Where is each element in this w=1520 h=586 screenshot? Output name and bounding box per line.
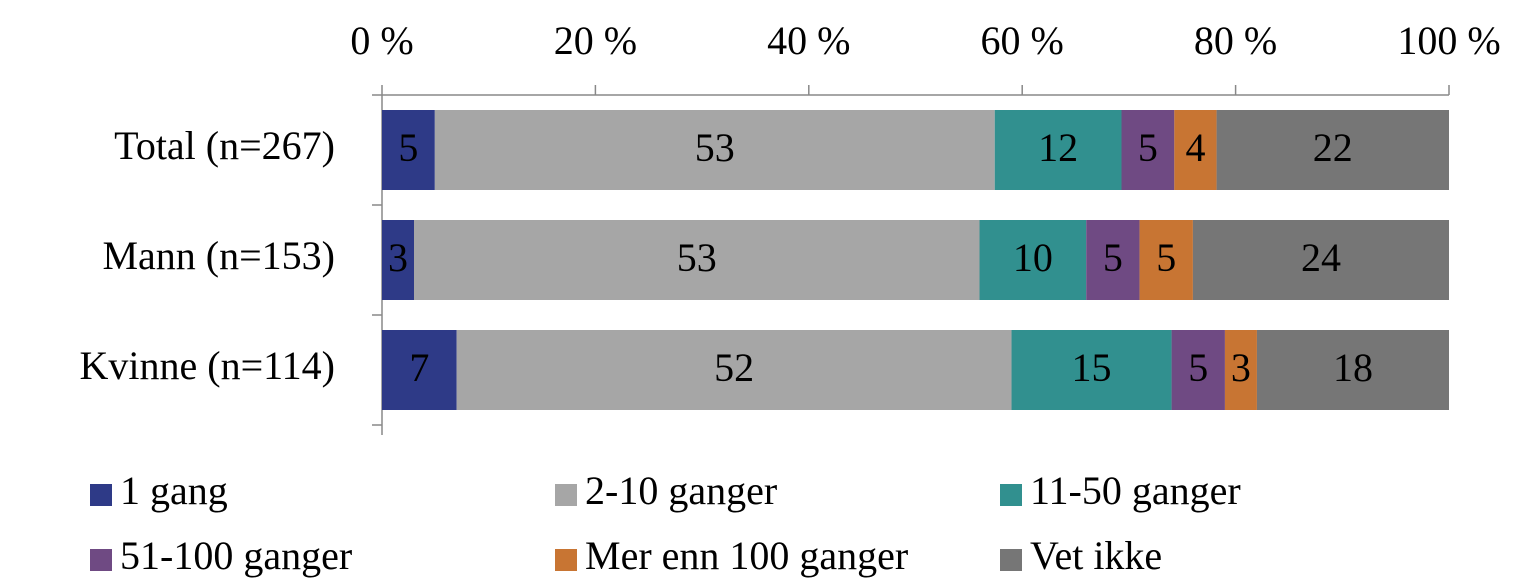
bar-segment — [1171, 330, 1225, 410]
bar-segment — [382, 110, 435, 190]
data-label: 3 — [388, 235, 408, 280]
data-label: 5 — [1156, 235, 1176, 280]
bar-segment — [1224, 330, 1257, 410]
bar-segment — [1139, 220, 1193, 300]
data-label: 7 — [409, 345, 429, 390]
bar-segment — [434, 110, 995, 190]
data-label: 5 — [1188, 345, 1208, 390]
bar-segment — [382, 220, 415, 300]
bar-segment — [1256, 330, 1449, 410]
bar-segment — [979, 220, 1087, 300]
bar-segment — [1174, 110, 1217, 190]
data-label: 52 — [714, 345, 754, 390]
y-tick-label: Total (n=267) — [114, 123, 335, 168]
legend-swatch — [555, 549, 577, 571]
data-label: 53 — [677, 235, 717, 280]
x-tick-label: 60 % — [981, 18, 1064, 63]
legend-label: 51-100 ganger — [120, 533, 352, 578]
legend-label: 11-50 ganger — [1030, 468, 1241, 513]
y-tick-label: Kvinne (n=114) — [80, 343, 335, 388]
data-label: 12 — [1038, 125, 1078, 170]
legend-label: 2-10 ganger — [585, 468, 777, 513]
data-label: 15 — [1072, 345, 1112, 390]
x-tick-label: 0 % — [350, 18, 413, 63]
x-tick-label: 20 % — [554, 18, 637, 63]
x-tick-label: 80 % — [1194, 18, 1277, 63]
data-label: 5 — [398, 125, 418, 170]
bar-segment — [1086, 220, 1140, 300]
legend-swatch — [1000, 484, 1022, 506]
data-label: 18 — [1333, 345, 1373, 390]
legend-swatch — [90, 549, 112, 571]
data-label: 4 — [1185, 125, 1205, 170]
legend-swatch — [90, 484, 112, 506]
data-label: 3 — [1231, 345, 1251, 390]
bar-segment — [994, 110, 1122, 190]
data-label: 10 — [1013, 235, 1053, 280]
legend-label: Vet ikke — [1030, 533, 1162, 578]
bar-segment — [1216, 110, 1449, 190]
bar-segment — [1121, 110, 1175, 190]
x-tick-label: 100 % — [1397, 18, 1500, 63]
data-label: 5 — [1138, 125, 1158, 170]
bar-segment — [1192, 220, 1449, 300]
data-label: 53 — [695, 125, 735, 170]
legend-swatch — [555, 484, 577, 506]
bar-segment — [382, 330, 457, 410]
data-label: 24 — [1301, 235, 1341, 280]
x-tick-label: 40 % — [767, 18, 850, 63]
data-label: 5 — [1103, 235, 1123, 280]
y-tick-label: Mann (n=153) — [102, 233, 335, 278]
legend-label: 1 gang — [120, 468, 228, 513]
legend-label: Mer enn 100 ganger — [585, 533, 908, 578]
bar-segment — [456, 330, 1012, 410]
legend-swatch — [1000, 549, 1022, 571]
bar-segment — [1011, 330, 1172, 410]
bar-segment — [414, 220, 980, 300]
data-label: 22 — [1313, 125, 1353, 170]
